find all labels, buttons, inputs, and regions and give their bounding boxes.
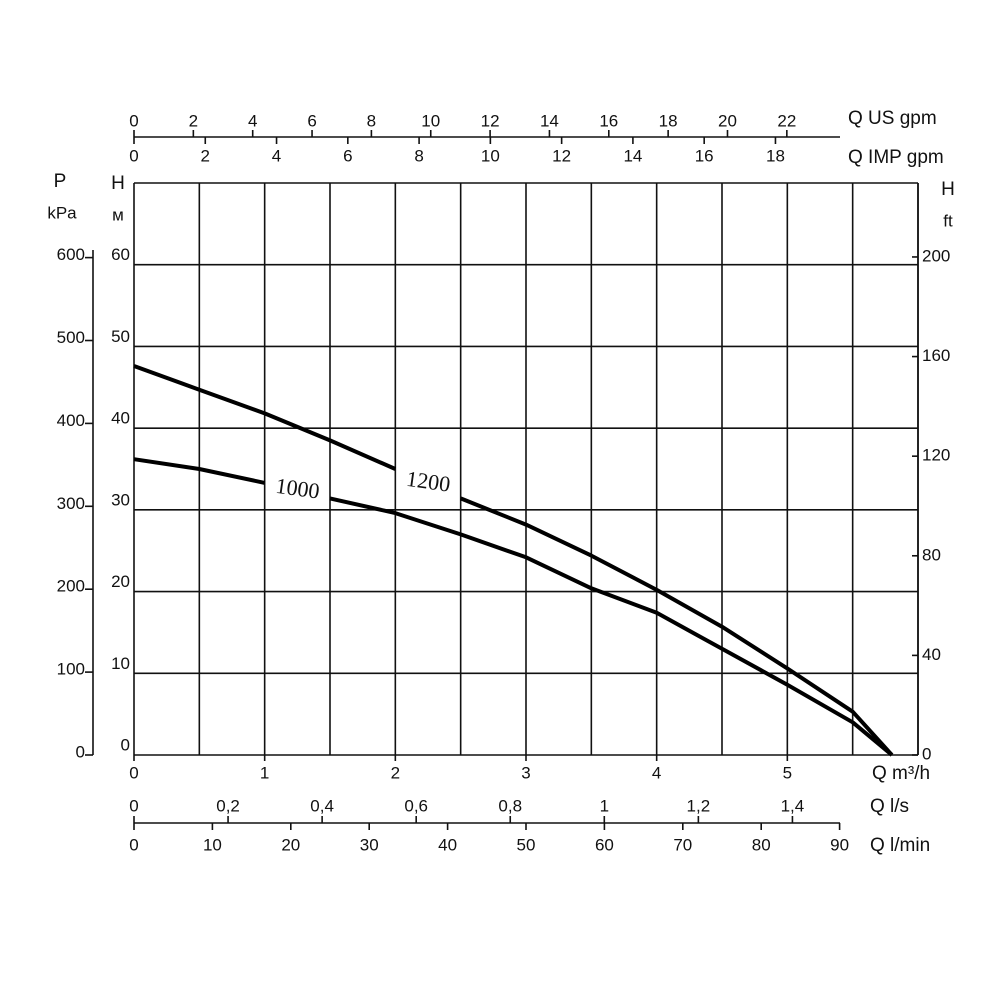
- p-tick-label: 300: [57, 494, 85, 513]
- ft-axis-unit: ft: [943, 211, 953, 230]
- ft-tick-label: 80: [922, 545, 941, 564]
- top-tick-label: 6: [343, 146, 352, 165]
- bottom-tick-label: 20: [281, 835, 300, 854]
- bottom-tick-label: 10: [203, 835, 222, 854]
- y-axis-unit: м: [112, 205, 124, 224]
- top-tick-label: 12: [481, 111, 500, 130]
- bottom-tick-label: 1: [600, 796, 609, 815]
- p-tick-label: 600: [57, 245, 85, 264]
- top-tick-label: 16: [695, 146, 714, 165]
- bottom-tick-label: 1,2: [687, 796, 711, 815]
- top-tick-label: 18: [766, 146, 785, 165]
- top-tick-label: 18: [659, 111, 678, 130]
- top-tick-label: 20: [718, 111, 737, 130]
- p-axis-unit: kPa: [47, 203, 77, 222]
- ft-tick-label: 120: [922, 446, 950, 465]
- p-tick-label: 200: [57, 577, 85, 596]
- ft-tick-label: 0: [922, 744, 931, 763]
- x-axis-label: Q m³/h: [872, 763, 930, 784]
- bottom-tick-label: 70: [673, 835, 692, 854]
- top-tick-label: 12: [552, 146, 571, 165]
- ft-tick-label: 200: [922, 246, 950, 265]
- top-tick-label: 10: [481, 146, 500, 165]
- ft-tick-label: 40: [922, 645, 941, 664]
- bottom-tick-label: 40: [438, 835, 457, 854]
- bottom-tick-label: 0: [129, 796, 138, 815]
- x-tick-label: 2: [391, 763, 400, 782]
- bottom-tick-label: 1,4: [781, 796, 805, 815]
- top-tick-label: 8: [367, 111, 376, 130]
- top-tick-label: 8: [414, 146, 423, 165]
- x-tick-label: 3: [521, 763, 530, 782]
- bottom-tick-label: 60: [595, 835, 614, 854]
- p-tick-label: 100: [57, 660, 85, 679]
- top-tick-label: 6: [307, 111, 316, 130]
- bottom-tick-label: 0,4: [310, 796, 334, 815]
- bottom-axis-label: Q l/s: [870, 796, 909, 817]
- bottom-tick-label: 0,8: [498, 796, 522, 815]
- top-tick-label: 0: [129, 146, 138, 165]
- curve: [133, 364, 894, 757]
- top-tick-label: 2: [201, 146, 210, 165]
- bottom-axis-label: Q l/min: [870, 835, 930, 856]
- x-tick-label: 0: [129, 763, 138, 782]
- bottom-tick-label: 50: [517, 835, 536, 854]
- top-tick-label: 2: [189, 111, 198, 130]
- x-tick-label: 5: [783, 763, 792, 782]
- top-tick-label: 14: [623, 146, 642, 165]
- top-axis-label: Q IMP gpm: [848, 147, 944, 168]
- p-axis-label: P: [54, 171, 67, 192]
- curve: [133, 457, 894, 757]
- p-tick-label: 400: [57, 411, 85, 430]
- y-tick-label: 40: [111, 409, 130, 428]
- top-tick-label: 22: [777, 111, 796, 130]
- top-tick-label: 4: [272, 146, 281, 165]
- y-tick-label: 20: [111, 572, 130, 591]
- y-tick-label: 60: [111, 245, 130, 264]
- top-axis-label: Q US gpm: [848, 108, 937, 129]
- y-tick-label: 10: [111, 654, 130, 673]
- top-tick-label: 0: [129, 111, 138, 130]
- ft-tick-label: 160: [922, 346, 950, 365]
- bottom-tick-label: 0,6: [404, 796, 428, 815]
- ft-axis-label: H: [941, 179, 955, 200]
- bottom-tick-label: 30: [360, 835, 379, 854]
- curve-label: 1000: [274, 473, 321, 504]
- top-tick-label: 4: [248, 111, 257, 130]
- x-tick-label: 4: [652, 763, 661, 782]
- y-tick-label: 30: [111, 490, 130, 509]
- top-tick-label: 14: [540, 111, 559, 130]
- p-tick-label: 0: [76, 742, 85, 761]
- bottom-tick-label: 80: [752, 835, 771, 854]
- y-axis-label: H: [111, 173, 125, 194]
- top-tick-label: 10: [421, 111, 440, 130]
- y-tick-label: 0: [121, 735, 130, 754]
- bottom-tick-label: 0,2: [216, 796, 240, 815]
- x-tick-label: 1: [260, 763, 269, 782]
- bottom-tick-label: 90: [830, 835, 849, 854]
- p-tick-label: 500: [57, 328, 85, 347]
- curve-label: 1200: [405, 466, 452, 497]
- y-tick-label: 50: [111, 327, 130, 346]
- top-tick-label: 16: [599, 111, 618, 130]
- bottom-tick-label: 0: [129, 835, 138, 854]
